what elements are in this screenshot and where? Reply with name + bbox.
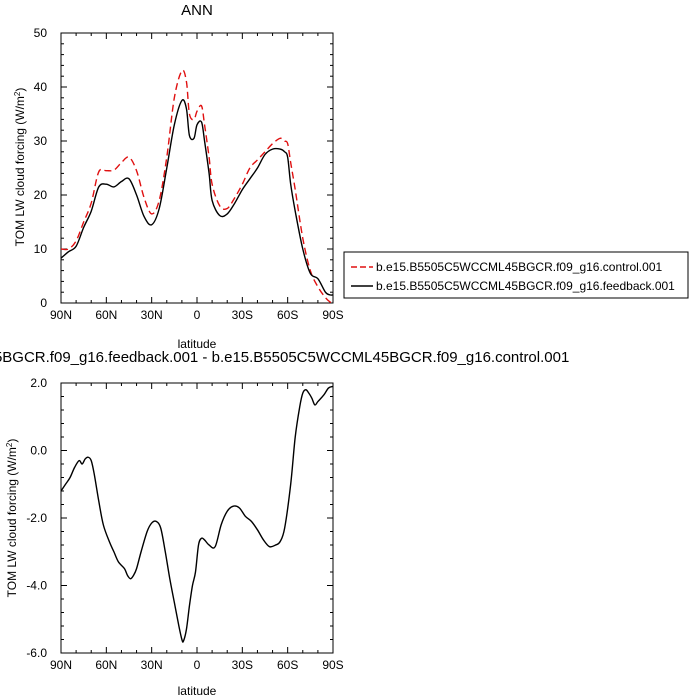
plot-area: 90N 60N 30N 0 30S 60S 90S -6.0 -4.0 -2.0 0.0 2.0 [26,376,343,672]
legend-box [343,251,689,299]
x-tick-label: 0 [194,308,201,322]
y-tick-label: 50 [34,26,48,40]
chart-title: ANN [181,2,213,19]
x-tick-label: 60S [277,658,298,672]
x-tick-label: 90S [322,308,343,322]
x-tick-label: 90S [322,658,343,672]
plot-area: 90N 60N 30N 0 30S 60S 90S 0 10 20 30 40 50 [34,26,344,322]
y-tick-label: -2.0 [26,511,47,525]
x-axis-label: latitude [178,684,217,698]
x-tick-label: 30S [232,308,253,322]
y-tick-label: 0 [40,296,47,310]
y-tick-label: -4.0 [26,579,47,593]
x-tick-label: 90N [50,658,72,672]
y-tick-label: 20 [34,188,48,202]
legend-label-feedback: b.e15.B5505C5WCCML45BGCR.f09_g16.feedbac… [376,279,675,293]
y-tick-label: 0.0 [30,444,47,458]
x-tick-label: 60N [95,658,117,672]
legend-label-control: b.e15.B5505C5WCCML45BGCR.f09_g16.control… [376,260,662,274]
series-line-001-1 [60,99,334,296]
series-line-001-0 [60,69,334,304]
y-tick-label: -6.0 [26,646,47,660]
y-tick-label: 30 [34,134,48,148]
x-tick-label: 60N [95,308,117,322]
y-tick-label: 2.0 [30,376,47,390]
series-line-difference-0 [60,385,334,643]
x-axis-label: latitude [178,337,217,351]
y-tick-label: 40 [34,80,48,94]
chart-title: b.e15.B5505C5WCCML45BGCR.f09_g16.feedbac… [0,349,569,366]
y-tick-label: 10 [34,242,48,256]
y-axis-label: TOM LW cloud forcing (W/m2) [5,439,19,598]
x-tick-label: 0 [194,658,201,672]
x-tick-label: 90N [50,308,72,322]
y-axis-label: TOM LW cloud forcing (W/m2) [13,88,27,247]
chart-annual-lw-cloud-forcing: ANN TOM LW cloud forcing (W/m2) latitude… [13,2,689,351]
x-tick-label: 60S [277,308,298,322]
chart-difference-lw-cloud-forcing: b.e15.B5505C5WCCML45BGCR.f09_g16.feedbac… [0,349,569,698]
x-tick-label: 30S [232,658,253,672]
x-tick-label: 30N [141,658,163,672]
x-tick-label: 30N [141,308,163,322]
legend: b.e15.B5505C5WCCML45BGCR.f09_g16.control… [343,251,689,299]
